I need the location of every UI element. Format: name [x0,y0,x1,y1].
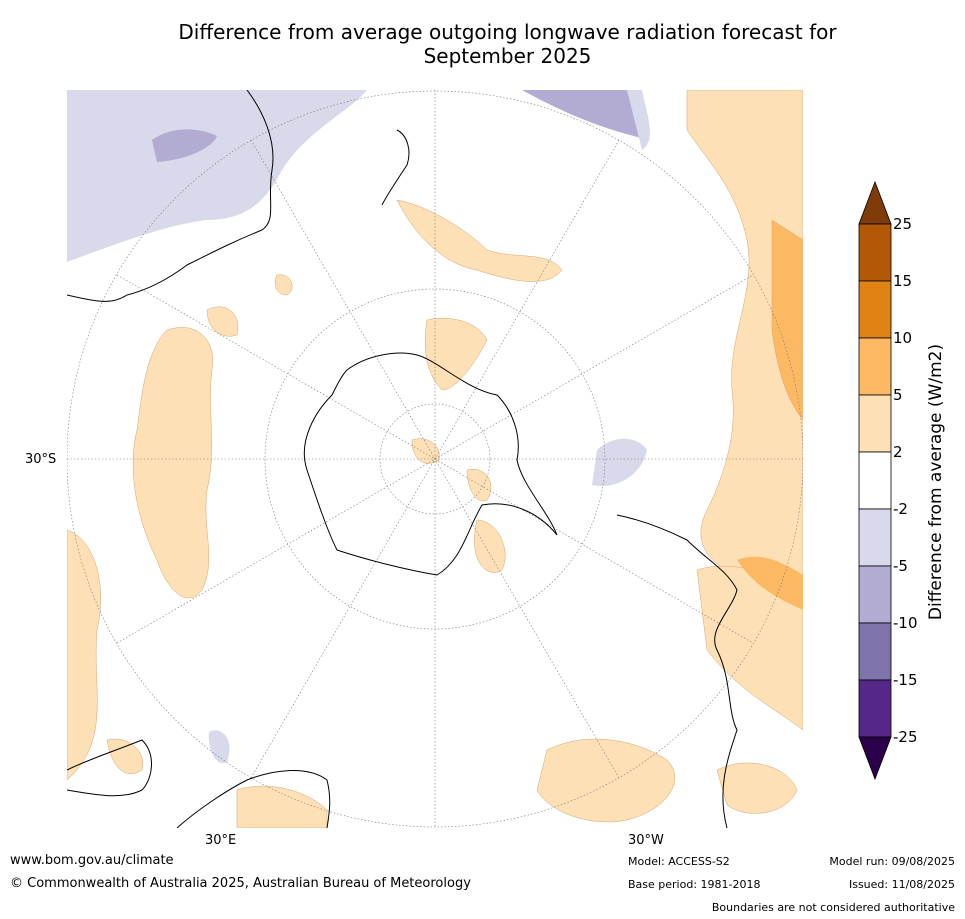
lon-label-30e: 30°E [205,833,237,848]
colorbar-swatch-m5_m10 [858,565,892,624]
colorbar-swatch-15_25 [858,223,892,282]
polar-map [67,90,803,828]
colorbar-swatch-5_10 [858,337,892,396]
graticule [67,90,803,828]
footer-model: Model: ACCESS-S2 [628,855,730,868]
colorbar-tick: 25 [893,215,913,233]
colorbar-tick: -25 [893,728,918,746]
colorbar-tick: 2 [893,443,903,461]
colorbar-swatch-m2_m5 [858,508,892,567]
colorbar-tick: 5 [893,386,903,404]
colorbar-under-triangle [858,736,892,781]
title-line-2: September 2025 [423,44,592,68]
lon-label-30w: 30°W [628,833,664,848]
colorbar-tick: 10 [893,329,913,347]
colorbar [858,180,892,781]
footer-base-period: Base period: 1981-2018 [628,878,761,891]
footer-website[interactable]: www.bom.gov.au/climate [10,853,174,868]
colorbar-tick: -15 [893,671,918,689]
colorbar-tick: -5 [893,557,908,575]
footer-model-run: Model run: 09/08/2025 [829,855,955,868]
map-title: Difference from average outgoing longwav… [60,20,955,68]
colorbar-swatch-neutral [858,451,892,510]
colorbar-tick: -2 [893,500,908,518]
positive-anomaly-regions [67,90,803,828]
footer-issued: Issued: 11/08/2025 [848,878,955,891]
lat-label-30s: 30°S [25,452,57,467]
colorbar-label: Difference from average (W/m2) [926,343,946,621]
colorbar-tick: -10 [893,614,918,632]
colorbar-swatch-m10_m15 [858,622,892,681]
coastlines [67,90,738,828]
negative-anomaly-regions [67,90,650,764]
title-line-1: Difference from average outgoing longwav… [178,20,837,44]
colorbar-swatch-10_15 [858,280,892,339]
colorbar-over-triangle [858,180,892,225]
colorbar-swatch-2_5 [858,394,892,453]
footer-disclaimer: Boundaries are not considered authoritat… [711,901,955,914]
colorbar-swatch-m15_m25 [858,679,892,738]
footer-copyright: © Commonwealth of Australia 2025, Austra… [10,876,471,891]
colorbar-tick: 15 [893,272,913,290]
